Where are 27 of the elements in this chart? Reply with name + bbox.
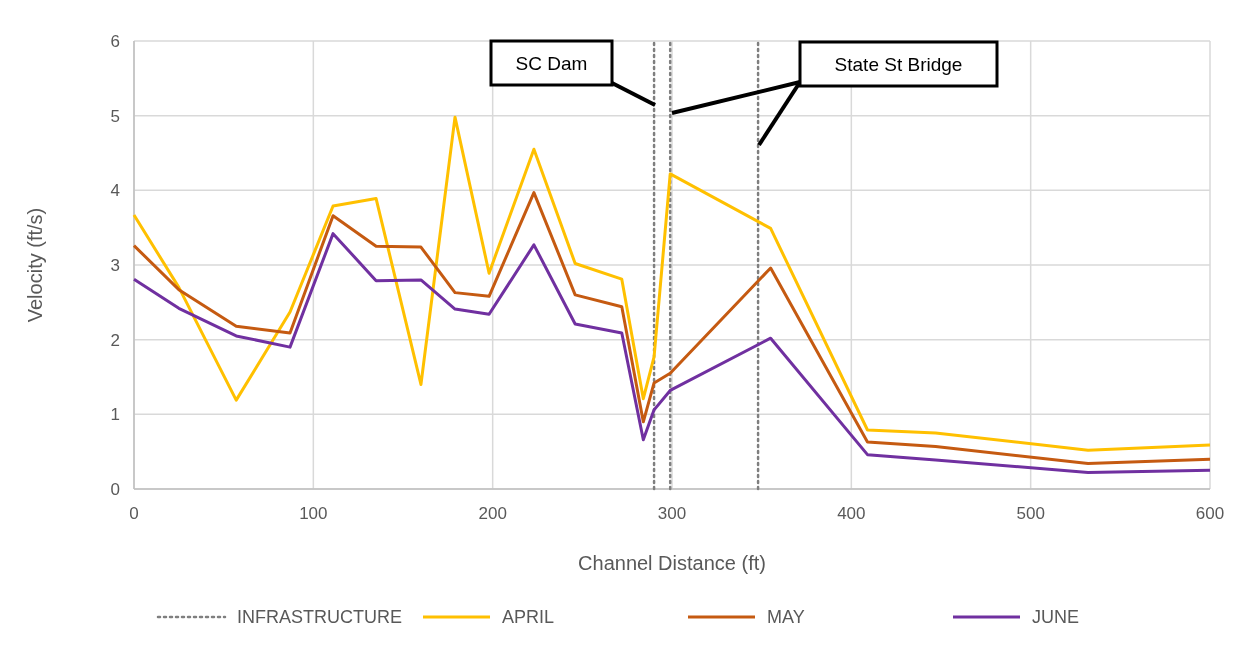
- line-series: [132, 191, 1212, 466]
- annotation: State St Bridge: [834, 53, 963, 75]
- y-tick-label: 6: [110, 31, 120, 51]
- legend-label: INFRASTRUCTURE: [237, 607, 402, 628]
- x-axis-title: Channel Distance (ft): [578, 552, 766, 574]
- y-tick-label: 5: [110, 106, 120, 126]
- x-tick-label: 600: [1195, 504, 1225, 523]
- y-tick-label: 4: [110, 181, 120, 201]
- x-tick-label: 0: [129, 504, 139, 523]
- legend-label: APRIL: [502, 607, 555, 628]
- y-axis-title: Velocity (ft/s): [24, 207, 46, 323]
- callout: State St Bridge: [671, 40, 999, 147]
- legend-label: JUNE: [1032, 607, 1080, 628]
- callout: SC Dam: [489, 39, 656, 107]
- line-series: [132, 115, 1212, 452]
- y-tick-label: 3: [110, 255, 120, 275]
- annotation: SC Dam: [515, 52, 588, 74]
- y-tick-label: 0: [110, 479, 120, 499]
- legend-label: MAY: [767, 607, 805, 628]
- line-series: [132, 232, 1212, 475]
- x-tick-label: 400: [837, 504, 866, 523]
- y-tick-label: 2: [110, 330, 120, 350]
- x-tick-label: 200: [478, 504, 507, 523]
- x-tick-label: 100: [299, 504, 328, 523]
- x-tick-label: 300: [657, 504, 687, 523]
- y-tick-label: 1: [110, 405, 120, 425]
- x-tick-label: 500: [1016, 504, 1045, 523]
